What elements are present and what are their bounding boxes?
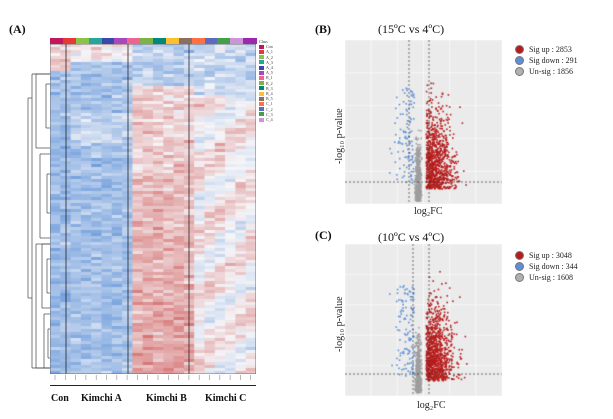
volcano-c-xlabel: log₂FC — [417, 400, 446, 411]
panel-a-label: (A) — [9, 22, 26, 36]
class-bar-segment — [140, 38, 154, 44]
legend-b-sig-down-label: Sig down : 291 — [529, 56, 578, 65]
legend-b-un-sig: Un-sig : 1856 — [515, 66, 578, 77]
group-label-kimchi-c: Kimchi C — [205, 393, 247, 404]
legend-b-un-sig-label: Un-sig : 1856 — [529, 67, 573, 76]
legend-c-sig-down-label: Sig down : 344 — [529, 262, 578, 271]
legend-swatch-icon — [259, 96, 264, 101]
heatmap-legend-entry: C_2 — [259, 107, 277, 112]
heatmap-legend-entry: Con — [259, 44, 277, 49]
class-bar-segment — [191, 38, 205, 44]
legend-swatch-icon — [259, 86, 264, 91]
panel-c-label: (C) — [315, 228, 332, 242]
heatmap-legend-entry: B_1 — [259, 75, 277, 80]
class-bar-segment — [62, 38, 77, 44]
class-bar-segment — [230, 38, 244, 44]
heatmap-legend-entry: A_3 — [259, 60, 277, 65]
group-label-kimchi-a: Kimchi A — [81, 393, 122, 404]
legend-swatch-icon — [259, 102, 264, 107]
sig-up-dot-icon — [515, 45, 524, 54]
class-bar-segment — [101, 38, 115, 44]
class-bar-segment — [165, 38, 180, 44]
group-label-con: Con — [51, 393, 69, 404]
heatmap-legend-entry: A_4 — [259, 65, 277, 70]
legend-swatch-icon — [259, 65, 264, 70]
class-bar-segment — [75, 38, 90, 44]
heatmap-legend-entry: B_2 — [259, 81, 277, 86]
panel-b-label: (B) — [315, 22, 331, 36]
class-bar-segment — [153, 38, 167, 44]
legend-c-un-sig-label: Un-sig : 1608 — [529, 273, 573, 282]
sig-down-dot-icon — [515, 262, 524, 271]
class-bar-segment — [204, 38, 218, 44]
volcano-c-legend: Sig up : 3048 Sig down : 344 Un-sig : 16… — [515, 250, 578, 283]
legend-swatch-icon — [259, 55, 264, 60]
legend-swatch-icon — [259, 60, 264, 65]
group-label-kimchi-b: Kimchi B — [146, 393, 187, 404]
heatmap-class-legend: Class Con A_1 A_2 A_3 A_4 A_5 B_1 B_2 B_3 B_4 B_5 C… — [259, 39, 277, 122]
volcano-c-ylabel: -log₁₀ p-value — [334, 296, 345, 352]
class-bar-segment — [88, 38, 102, 44]
un-sig-dot-icon — [515, 67, 524, 76]
volcano-b-plot — [345, 40, 502, 204]
legend-c-sig-down: Sig down : 344 — [515, 261, 578, 272]
heatmap-legend-entry: C_1 — [259, 101, 277, 106]
heatmap-class-bar — [50, 38, 257, 44]
legend-swatch-icon — [259, 70, 264, 75]
class-bar-segment — [243, 38, 257, 44]
volcano-b-title: (15ºC vs 4ºC) — [378, 22, 445, 36]
heatmap-legend-entry: A_1 — [259, 49, 277, 54]
class-bar-segment — [50, 38, 64, 44]
sig-up-dot-icon — [515, 251, 524, 260]
volcano-b-legend: Sig up : 2853 Sig down : 291 Un-sig : 18… — [515, 44, 578, 77]
volcano-b-xlabel: log₂FC — [414, 206, 443, 217]
heatmap-separators — [50, 44, 256, 374]
heatmap-legend-entry: A_5 — [259, 70, 277, 75]
heatmap-legend-entry: C_4 — [259, 117, 277, 122]
legend-swatch-icon — [259, 44, 264, 49]
un-sig-dot-icon — [515, 273, 524, 282]
legend-swatch-icon — [259, 81, 264, 86]
heatmap-legend-entry: A_2 — [259, 55, 277, 60]
volcano-b-ylabel: -log₁₀ p-value — [334, 108, 345, 164]
legend-c-sig-up-label: Sig up : 3048 — [529, 251, 572, 260]
heatmap — [50, 44, 256, 374]
legend-swatch-icon — [259, 50, 264, 54]
heatmap-legend-title: Class — [259, 39, 268, 44]
heatmap-sample-ticks — [54, 375, 251, 380]
group-underline-bar — [50, 385, 256, 388]
heatmap-legend-entry: C_3 — [259, 112, 277, 117]
class-bar-segment — [127, 38, 141, 44]
legend-swatch-icon — [259, 76, 264, 81]
volcano-c-title: (10ºC vs 4ºC) — [378, 230, 445, 244]
volcano-c-plot — [345, 244, 502, 396]
sig-down-dot-icon — [515, 56, 524, 65]
legend-c-sig-up: Sig up : 3048 — [515, 250, 578, 261]
class-bar-segment — [178, 38, 193, 44]
heatmap-legend-entry: B_4 — [259, 91, 277, 96]
legend-swatch-icon — [259, 107, 264, 112]
legend-swatch-icon — [259, 112, 264, 117]
heatmap-legend-entry: B_5 — [259, 96, 277, 101]
class-bar-segment — [114, 38, 128, 44]
legend-b-sig-up: Sig up : 2853 — [515, 44, 578, 55]
class-bar-segment — [217, 38, 231, 44]
heatmap-dendrogram — [27, 73, 50, 369]
legend-c-un-sig: Un-sig : 1608 — [515, 272, 578, 283]
legend-b-sig-down: Sig down : 291 — [515, 55, 578, 66]
heatmap-legend-entry: B_3 — [259, 86, 277, 91]
legend-swatch-icon — [259, 117, 264, 122]
legend-swatch-icon — [259, 91, 264, 96]
legend-b-sig-up-label: Sig up : 2853 — [529, 45, 572, 54]
